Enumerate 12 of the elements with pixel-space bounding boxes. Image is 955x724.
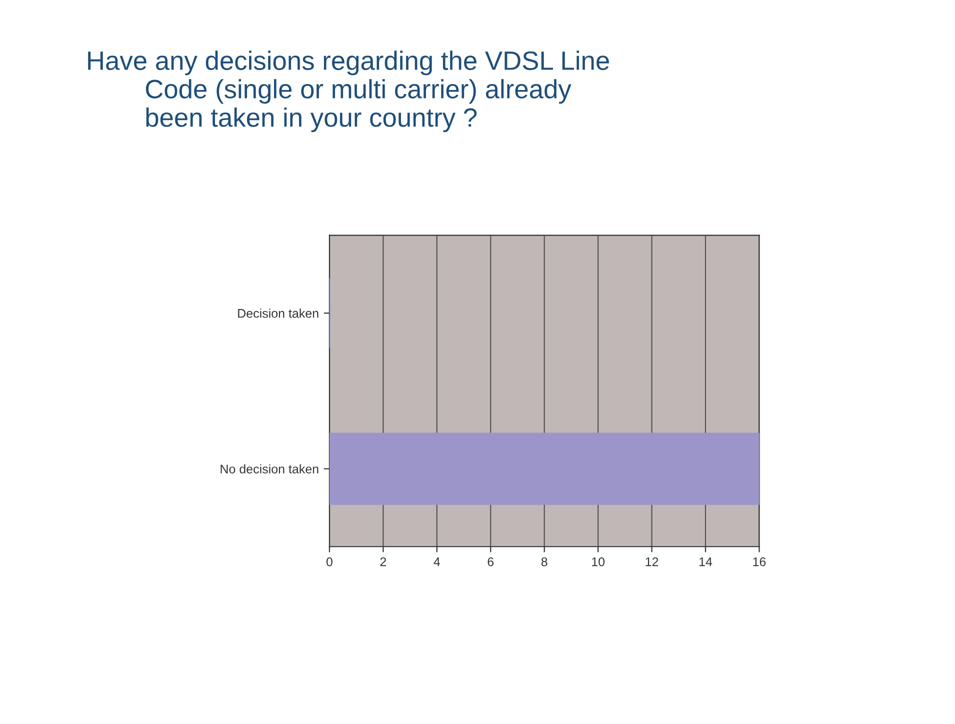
- x-tick-label: 12: [646, 557, 658, 566]
- x-tick-label: 16: [753, 557, 766, 566]
- chart-title: Have any decisions regarding the VDSL Line Code (single or multi carrier) already been taken in your country ?: [88, 50, 609, 132]
- x-tick-label: 14: [700, 557, 712, 566]
- y-tick-label: No decision taken: [220, 464, 318, 474]
- x-tick-label: 8: [541, 557, 548, 566]
- x-tick-label: 4: [434, 557, 440, 566]
- x-tick-label: 10: [592, 557, 605, 566]
- x-tick-label: 2: [380, 557, 386, 566]
- x-tick-label: 0: [326, 557, 332, 566]
- x-tick-label: 6: [488, 557, 494, 566]
- y-tick-label: Decision taken: [238, 308, 318, 318]
